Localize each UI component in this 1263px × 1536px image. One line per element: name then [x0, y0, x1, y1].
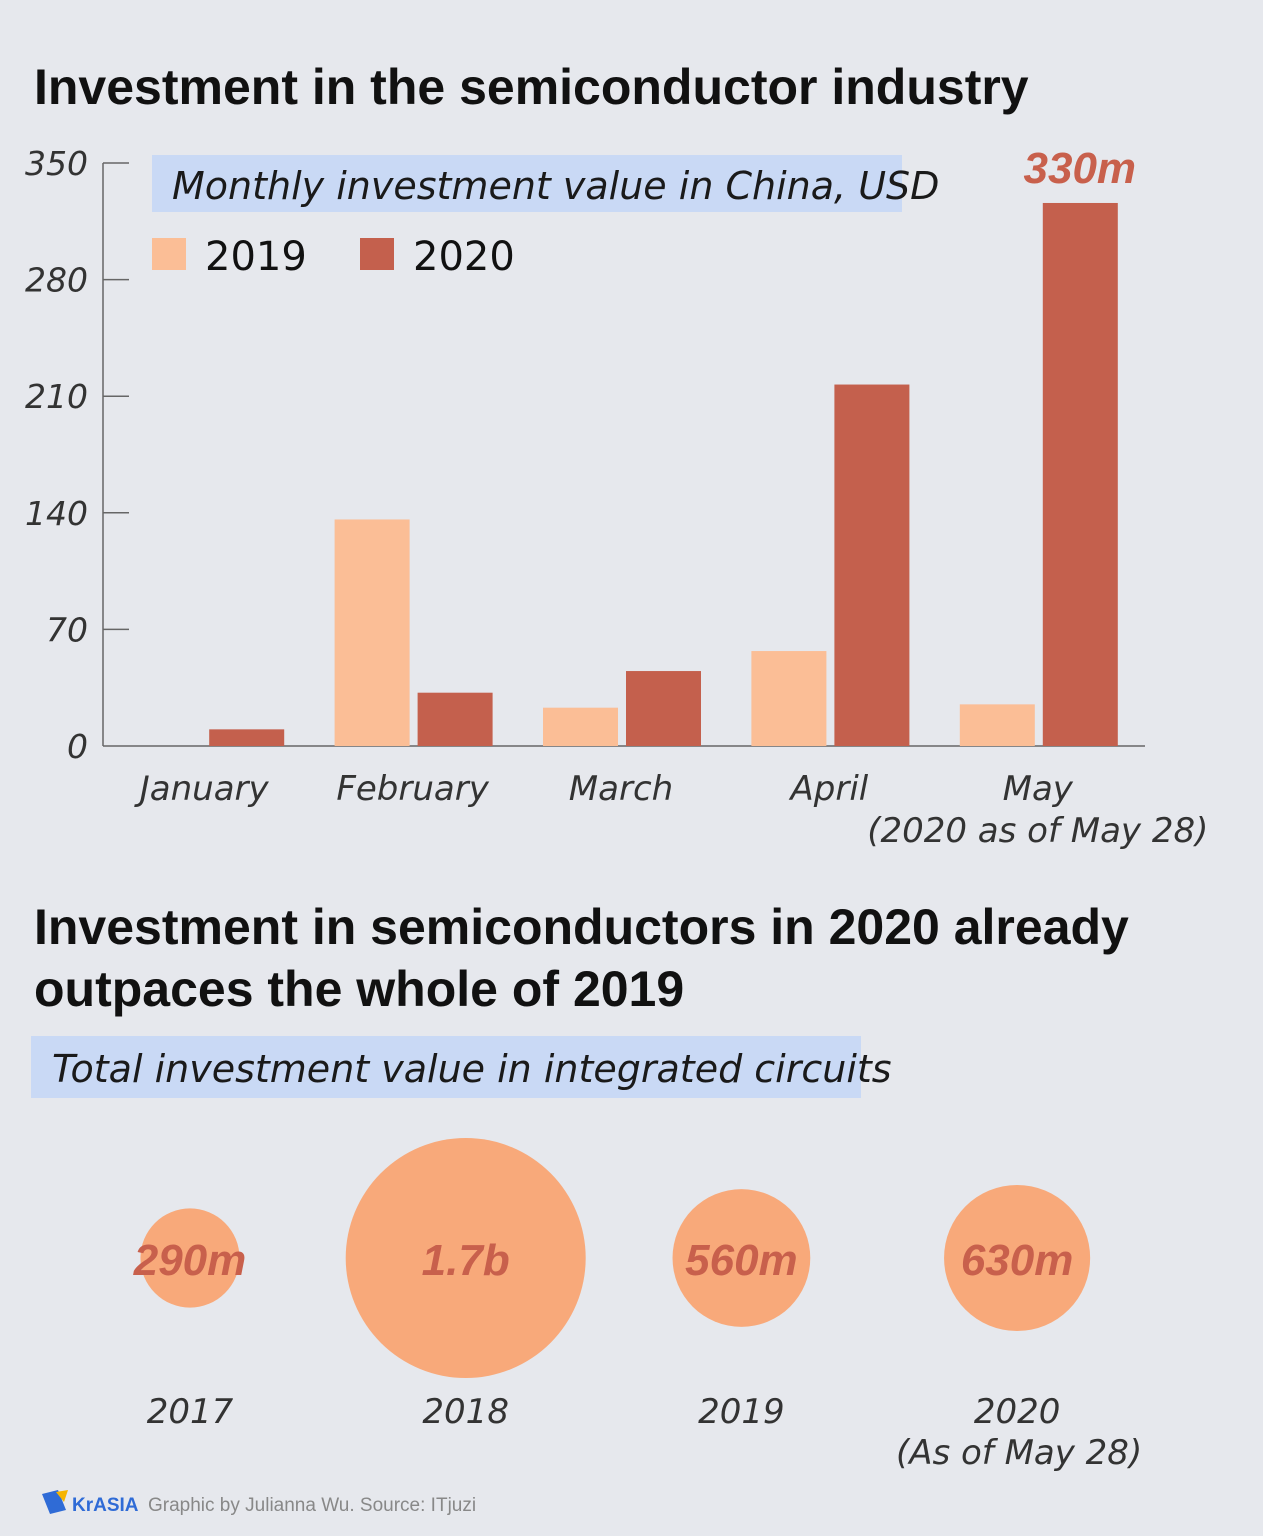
- bubble-2017: [140, 1208, 240, 1308]
- bubble-year-note: (As of May 28): [896, 1433, 1142, 1473]
- bubble-value-label: 290m: [133, 1236, 247, 1285]
- bar-2020-february: [417, 692, 493, 746]
- bubble-2018: [345, 1138, 586, 1378]
- legend-swatch-2020: [360, 238, 394, 270]
- x-tick-note: (2020 as of May 28): [867, 811, 1208, 851]
- bubble-value-label: 1.7b: [422, 1236, 510, 1285]
- bar-chart-subtitle: Monthly investment value in China, USD: [172, 164, 939, 208]
- krasia-logo: KrASIA: [42, 1490, 139, 1516]
- bubble-chart-title-line1: Investment in semiconductors in 2020 alr…: [34, 899, 1129, 955]
- y-tick-label: 350: [25, 144, 88, 183]
- bar-chart-marks: 0 70 140 210 280 350 January February March April…: [25, 144, 1208, 851]
- bubble-chart-subtitle: Total investment value in integrated cir…: [52, 1047, 892, 1091]
- bubble-subtitle-bg: [31, 1036, 861, 1098]
- bubble-year-label: 2018: [422, 1392, 509, 1432]
- footer-credit: Graphic by Julianna Wu. Source: ITjuzi: [148, 1495, 476, 1516]
- legend-label-2019: 2019: [205, 234, 307, 280]
- bubble-2019: [672, 1189, 811, 1327]
- bar-subtitle-bg: [152, 155, 902, 212]
- y-tick-label: 70: [46, 610, 88, 649]
- y-tick-label: 0: [67, 727, 88, 766]
- bubble-2020: [944, 1184, 1091, 1332]
- bubble-year-label: 2017: [147, 1392, 234, 1432]
- legend-label-2020: 2020: [413, 234, 515, 280]
- x-tick-label: April: [789, 769, 869, 809]
- bubble-chart-title-line2: outpaces the whole of 2019: [34, 961, 684, 1017]
- bar-chart-title: Investment in the semiconductor industry: [34, 59, 1029, 115]
- bubble-value-label: 560m: [685, 1236, 798, 1285]
- data-label-annotation: 330m: [1024, 144, 1137, 193]
- logo-mark-accent: [56, 1490, 68, 1502]
- logo-text: KrASIA: [72, 1495, 139, 1516]
- bar-2019-march: [543, 707, 618, 746]
- bar-2019-february: [334, 519, 410, 746]
- bar-2020-march: [626, 671, 701, 746]
- bar-2019-april: [751, 651, 827, 746]
- y-tick-label: 140: [25, 494, 88, 533]
- bar-2020-january: [209, 729, 285, 746]
- y-tick-label: 280: [25, 261, 88, 300]
- x-tick-label: February: [336, 769, 489, 809]
- x-tick-label: March: [569, 769, 673, 809]
- bar-2020-april: [834, 384, 910, 746]
- legend-swatch-2019: [152, 238, 186, 270]
- x-tick-label: May: [1003, 769, 1074, 809]
- x-tick-label: January: [134, 769, 270, 809]
- bar-2019-may: [959, 704, 1035, 746]
- bubble-year-label: 2019: [698, 1392, 785, 1432]
- bubble-value-label: 630m: [961, 1236, 1074, 1285]
- bubble-chart-marks: 290m 2017 1.7b 2018 560m 2019 630m 2020(As of M…: [133, 1138, 1142, 1473]
- y-tick-label: 210: [25, 377, 88, 416]
- bar-2020-may: [1042, 202, 1118, 746]
- bubble-year-label: 2020: [974, 1392, 1061, 1432]
